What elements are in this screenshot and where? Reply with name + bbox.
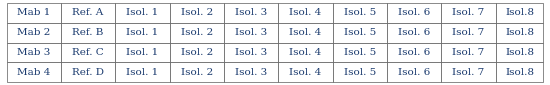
Text: Isol. 6: Isol. 6 xyxy=(398,68,430,77)
Text: Isol. 6: Isol. 6 xyxy=(398,8,430,17)
Text: Isol. 4: Isol. 4 xyxy=(289,68,322,77)
Text: Isol.8: Isol.8 xyxy=(505,48,534,57)
Text: Isol. 5: Isol. 5 xyxy=(344,28,376,37)
Bar xyxy=(278,62,333,82)
Bar xyxy=(7,62,61,82)
Bar xyxy=(224,23,278,42)
Text: Isol. 1: Isol. 1 xyxy=(126,48,158,57)
Text: Isol. 7: Isol. 7 xyxy=(452,68,485,77)
Bar xyxy=(7,42,61,62)
Text: Isol. 7: Isol. 7 xyxy=(452,8,485,17)
Bar xyxy=(224,42,278,62)
Bar xyxy=(496,62,543,82)
Bar xyxy=(387,62,441,82)
Bar xyxy=(278,3,333,23)
Bar xyxy=(441,3,496,23)
Bar xyxy=(116,3,169,23)
Text: Isol.8: Isol.8 xyxy=(505,8,534,17)
Text: Isol. 6: Isol. 6 xyxy=(398,28,430,37)
Text: Mab 3: Mab 3 xyxy=(17,48,51,57)
Bar xyxy=(387,23,441,42)
Bar xyxy=(387,3,441,23)
Text: Mab 1: Mab 1 xyxy=(17,8,51,17)
Bar xyxy=(278,23,333,42)
Text: Ref. A: Ref. A xyxy=(73,8,104,17)
Bar xyxy=(116,23,169,42)
Text: Mab 4: Mab 4 xyxy=(17,68,51,77)
Bar xyxy=(169,42,224,62)
Bar xyxy=(169,3,224,23)
Bar xyxy=(7,3,61,23)
Text: Isol. 5: Isol. 5 xyxy=(344,48,376,57)
Bar xyxy=(333,3,387,23)
Bar xyxy=(441,42,496,62)
Bar xyxy=(441,62,496,82)
Bar xyxy=(61,62,116,82)
Bar xyxy=(278,42,333,62)
Bar xyxy=(116,62,169,82)
Text: Isol.8: Isol.8 xyxy=(505,28,534,37)
Bar xyxy=(496,3,543,23)
Text: Isol. 3: Isol. 3 xyxy=(235,48,267,57)
Text: Isol. 1: Isol. 1 xyxy=(126,68,158,77)
Text: Isol. 4: Isol. 4 xyxy=(289,8,322,17)
Bar xyxy=(496,23,543,42)
Bar xyxy=(7,23,61,42)
Text: Ref. C: Ref. C xyxy=(72,48,104,57)
Bar xyxy=(61,3,116,23)
Bar xyxy=(333,42,387,62)
Text: Isol. 4: Isol. 4 xyxy=(289,48,322,57)
Text: Isol. 1: Isol. 1 xyxy=(126,8,158,17)
Bar xyxy=(496,42,543,62)
Text: Isol. 5: Isol. 5 xyxy=(344,68,376,77)
Bar xyxy=(169,62,224,82)
Bar xyxy=(116,42,169,62)
Text: Isol. 4: Isol. 4 xyxy=(289,28,322,37)
Bar xyxy=(333,62,387,82)
Text: Isol. 6: Isol. 6 xyxy=(398,48,430,57)
Text: Isol. 2: Isol. 2 xyxy=(180,48,213,57)
Text: Isol. 7: Isol. 7 xyxy=(452,48,485,57)
Text: Isol. 7: Isol. 7 xyxy=(452,28,485,37)
Bar xyxy=(61,23,116,42)
Text: Isol. 2: Isol. 2 xyxy=(180,28,213,37)
Text: Isol. 3: Isol. 3 xyxy=(235,68,267,77)
Bar xyxy=(224,3,278,23)
Text: Isol. 3: Isol. 3 xyxy=(235,8,267,17)
Bar xyxy=(61,42,116,62)
Text: Mab 2: Mab 2 xyxy=(17,28,51,37)
Text: Isol. 2: Isol. 2 xyxy=(180,68,213,77)
Text: Isol. 1: Isol. 1 xyxy=(126,28,158,37)
Text: Ref. D: Ref. D xyxy=(72,68,104,77)
Bar xyxy=(333,23,387,42)
Text: Isol. 5: Isol. 5 xyxy=(344,8,376,17)
Text: Isol. 2: Isol. 2 xyxy=(180,8,213,17)
Text: Ref. B: Ref. B xyxy=(73,28,104,37)
Bar xyxy=(169,23,224,42)
Bar xyxy=(387,42,441,62)
Text: Isol. 3: Isol. 3 xyxy=(235,28,267,37)
Bar xyxy=(441,23,496,42)
Bar xyxy=(224,62,278,82)
Text: Isol.8: Isol.8 xyxy=(505,68,534,77)
